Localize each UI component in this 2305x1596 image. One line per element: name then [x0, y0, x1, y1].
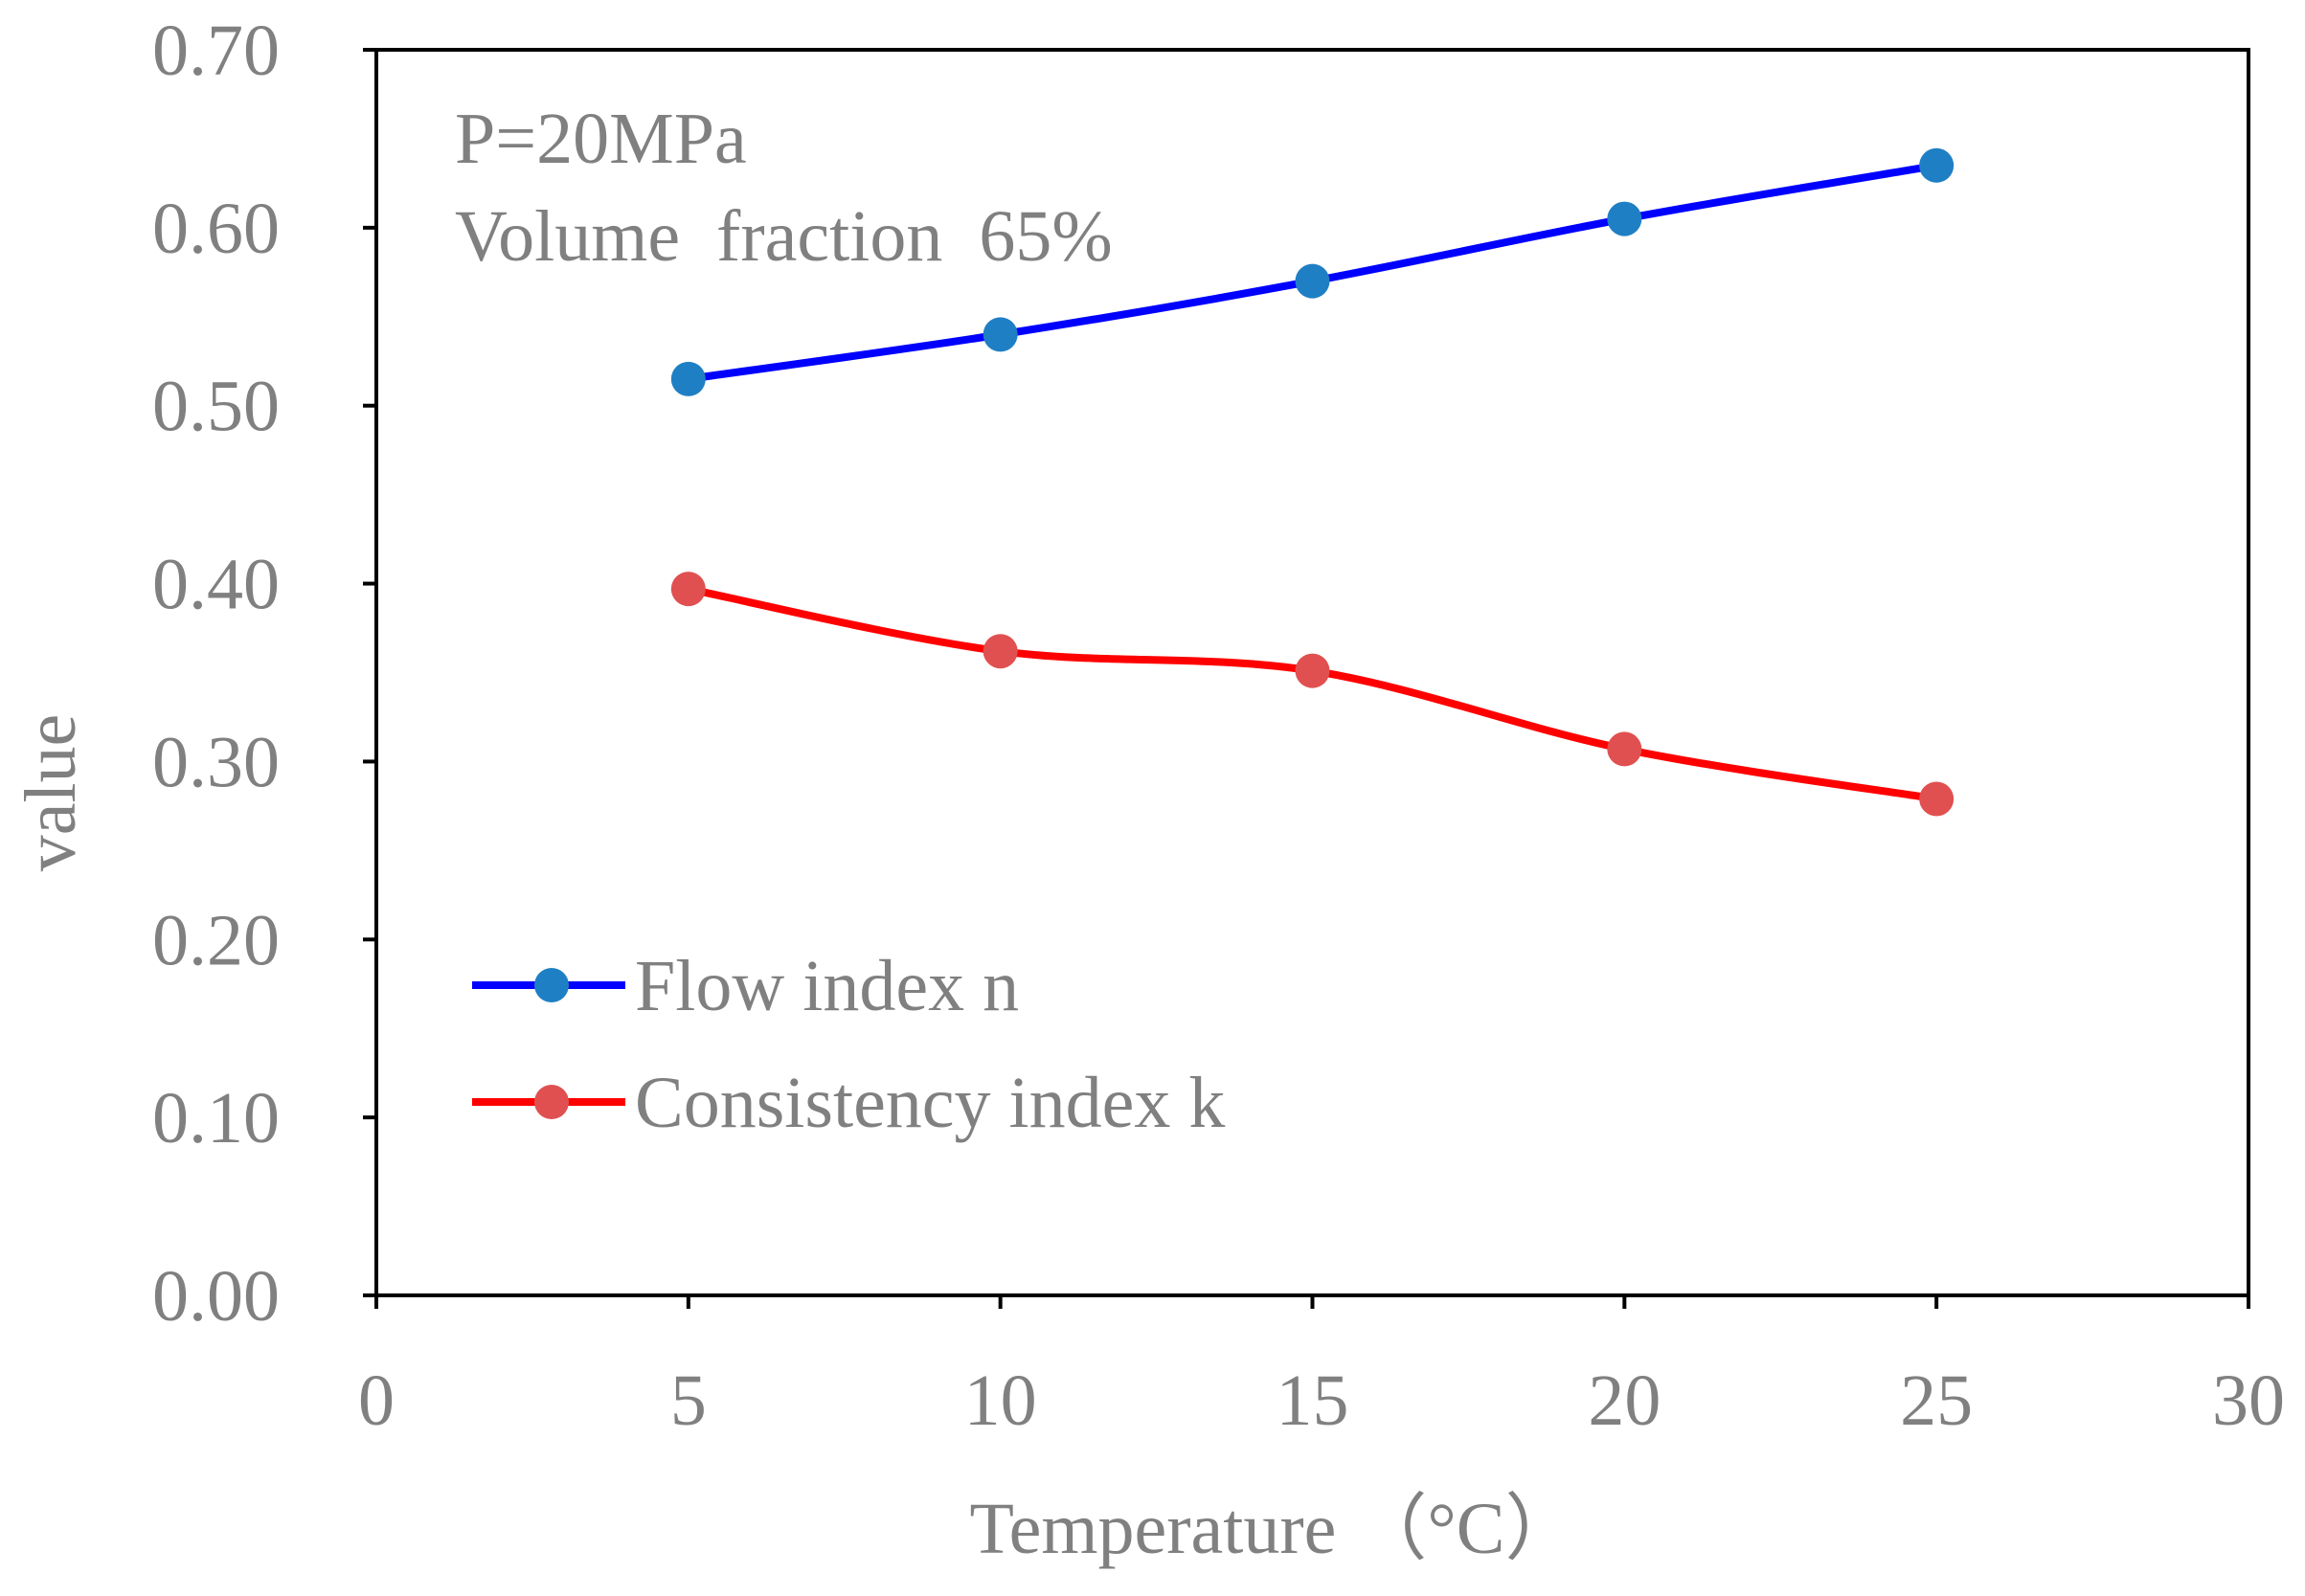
legend-marker-consistency-index	[534, 1085, 569, 1119]
data-point-consistency-index	[1607, 731, 1642, 767]
legend-item-flow-index: Flow index n	[472, 946, 1019, 1026]
x-tick-label: 25	[1900, 1360, 1973, 1441]
y-tick-label: 0.00	[152, 1256, 280, 1337]
data-point-flow-index	[1295, 263, 1330, 299]
data-point-flow-index	[983, 317, 1018, 352]
annotation-volume-fraction: Volume fraction 65%	[455, 196, 1113, 277]
y-tick-label: 0.10	[152, 1078, 280, 1158]
legend-label-flow-index: Flow index n	[635, 946, 1019, 1026]
legend-label-consistency-index: Consistency index k	[635, 1063, 1225, 1143]
x-tick-label: 10	[964, 1360, 1037, 1441]
y-tick-label: 0.40	[152, 545, 280, 625]
data-point-flow-index	[1607, 201, 1642, 236]
y-tick-label: 0.30	[152, 722, 280, 802]
x-tick-label: 0	[358, 1360, 395, 1441]
y-axis-title: value	[11, 714, 91, 872]
data-point-consistency-index	[670, 572, 706, 607]
x-axis-title: Temperature （°C）	[970, 1489, 1578, 1569]
y-tick-label: 0.20	[152, 900, 280, 980]
y-tick-label: 0.70	[152, 11, 280, 91]
y-tick-label: 0.60	[152, 189, 280, 269]
series-layer	[670, 147, 1955, 817]
legend-marker-flow-index	[534, 968, 569, 1002]
y-axis-ticks: 0.00 0.10 0.20 0.30 0.40 0.50 0.60 0.70	[152, 11, 376, 1337]
x-tick-label: 5	[670, 1360, 707, 1441]
data-point-consistency-index	[1919, 781, 1955, 817]
data-point-consistency-index	[1295, 653, 1330, 688]
legend-item-consistency-index: Consistency index k	[472, 1063, 1225, 1143]
y-tick-label: 0.50	[152, 367, 280, 447]
annotation-pressure: P=20MPa	[455, 99, 747, 179]
x-tick-label: 15	[1277, 1360, 1349, 1441]
x-tick-label: 30	[2212, 1360, 2285, 1441]
data-point-consistency-index	[983, 634, 1018, 669]
data-point-flow-index	[670, 361, 706, 396]
x-tick-label: 20	[1588, 1360, 1661, 1441]
x-axis-ticks: 0 5 10 15 20 25 30	[358, 1295, 2285, 1441]
data-point-flow-index	[1919, 147, 1955, 183]
legend: Flow index n Consistency index k	[472, 946, 1225, 1143]
